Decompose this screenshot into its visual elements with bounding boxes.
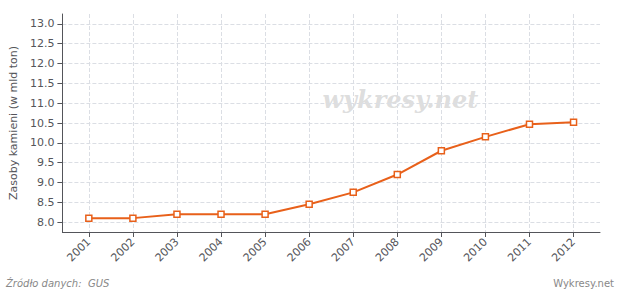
svg-text:2001: 2001 xyxy=(64,235,93,264)
svg-text:wykresy.net: wykresy.net xyxy=(322,85,478,114)
svg-text:2004: 2004 xyxy=(197,235,226,264)
svg-text:Źródło danych: GUS: Źródło danych: GUS xyxy=(5,277,110,289)
svg-text:2002: 2002 xyxy=(109,235,138,264)
svg-text:8.5: 8.5 xyxy=(37,196,55,209)
svg-text:2005: 2005 xyxy=(241,235,270,264)
svg-text:9.5: 9.5 xyxy=(37,156,55,169)
svg-text:12.5: 12.5 xyxy=(30,37,55,50)
svg-text:2011: 2011 xyxy=(505,235,534,264)
svg-text:10.5: 10.5 xyxy=(30,117,55,130)
svg-text:2006: 2006 xyxy=(285,235,314,264)
svg-text:2010: 2010 xyxy=(461,235,490,264)
svg-text:Zasoby kamieni (w mld ton): Zasoby kamieni (w mld ton) xyxy=(7,46,20,200)
svg-text:11.0: 11.0 xyxy=(30,97,55,110)
svg-text:2003: 2003 xyxy=(153,235,182,264)
svg-text:2008: 2008 xyxy=(373,235,402,264)
svg-text:2012: 2012 xyxy=(549,235,578,264)
svg-text:8.0: 8.0 xyxy=(37,216,55,229)
svg-text:13.0: 13.0 xyxy=(30,17,55,30)
svg-text:2007: 2007 xyxy=(329,235,358,264)
svg-text:11.5: 11.5 xyxy=(30,77,55,90)
svg-text:Wykresy.net: Wykresy.net xyxy=(553,278,614,289)
svg-text:10.0: 10.0 xyxy=(30,136,55,149)
svg-text:2009: 2009 xyxy=(417,235,446,264)
svg-text:12.0: 12.0 xyxy=(30,57,55,70)
svg-text:9.0: 9.0 xyxy=(37,176,55,189)
